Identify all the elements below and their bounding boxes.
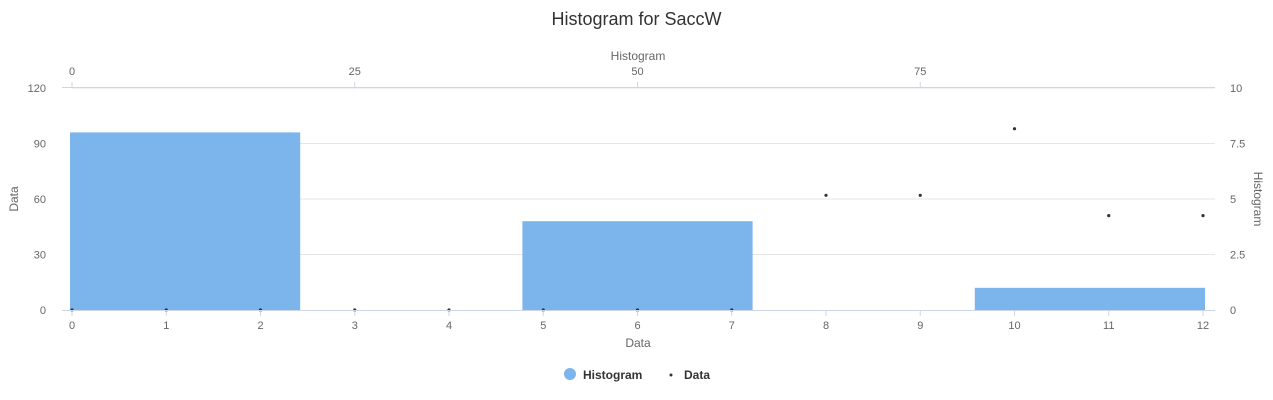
- legend-data-symbol: [669, 373, 673, 377]
- y-axis-left-title: Data: [7, 186, 21, 212]
- data-point: [824, 193, 828, 197]
- x-top-tick-label: 0: [69, 66, 75, 78]
- y-axis-right-title: Histogram: [1251, 172, 1265, 227]
- chart-title: Histogram for SaccW: [551, 9, 721, 29]
- legend-item-histogram[interactable]: Histogram: [564, 368, 642, 382]
- x-bottom-tick-label: 9: [917, 320, 923, 332]
- y-right-tick-label: 0: [1230, 305, 1236, 317]
- histogram-bar: [70, 132, 301, 310]
- x-bottom-tick-label: 5: [540, 320, 546, 332]
- data-point: [1201, 214, 1205, 218]
- x-bottom-tick-label: 11: [1103, 320, 1114, 332]
- y-left-tick-label: 60: [34, 194, 46, 206]
- x-bottom-tick-label: 2: [257, 320, 263, 332]
- y-left-tick-label: 120: [28, 83, 46, 95]
- y-left-tick-label: 0: [40, 305, 46, 317]
- x-bottom-tick-label: 3: [352, 320, 358, 332]
- x-bottom-tick-label: 0: [69, 320, 75, 332]
- legend-histogram-label: Histogram: [583, 368, 642, 382]
- histogram-bar: [974, 287, 1205, 310]
- x-bottom-tick-label: 8: [823, 320, 829, 332]
- legend-item-data[interactable]: Data: [669, 368, 711, 382]
- data-point: [1012, 127, 1017, 131]
- x-bottom-tick-label: 10: [1008, 320, 1020, 332]
- x-axis-bottom-title: Data: [625, 336, 651, 350]
- x-axis-top-title: Histogram: [611, 49, 666, 63]
- x-top-tick-label: 50: [631, 66, 643, 78]
- x-bottom-tick-label: 7: [729, 320, 735, 332]
- x-top-tick-label: 25: [349, 66, 361, 78]
- histogram-bar: [522, 221, 753, 310]
- data-point: [918, 193, 922, 197]
- legend-data-label: Data: [684, 368, 710, 382]
- legend: Histogram Data: [564, 368, 710, 382]
- x-bottom-tick-label: 12: [1197, 320, 1209, 332]
- y-right-tick-label: 7.5: [1230, 139, 1245, 151]
- y-left-tick-label: 90: [34, 139, 46, 151]
- x-bottom-tick-label: 6: [634, 320, 640, 332]
- data-point: [1107, 214, 1111, 218]
- y-left-tick-label: 30: [34, 250, 46, 262]
- y-right-tick-label: 2.5: [1230, 250, 1245, 262]
- x-bottom-tick-label: 4: [446, 320, 452, 332]
- legend-histogram-symbol: [564, 368, 576, 380]
- y-right-tick-label: 10: [1230, 83, 1242, 95]
- x-top-tick-label: 75: [914, 66, 926, 78]
- y-right-tick-label: 5: [1230, 194, 1236, 206]
- histogram-series[interactable]: [70, 132, 1205, 310]
- x-bottom-tick-label: 1: [163, 320, 169, 332]
